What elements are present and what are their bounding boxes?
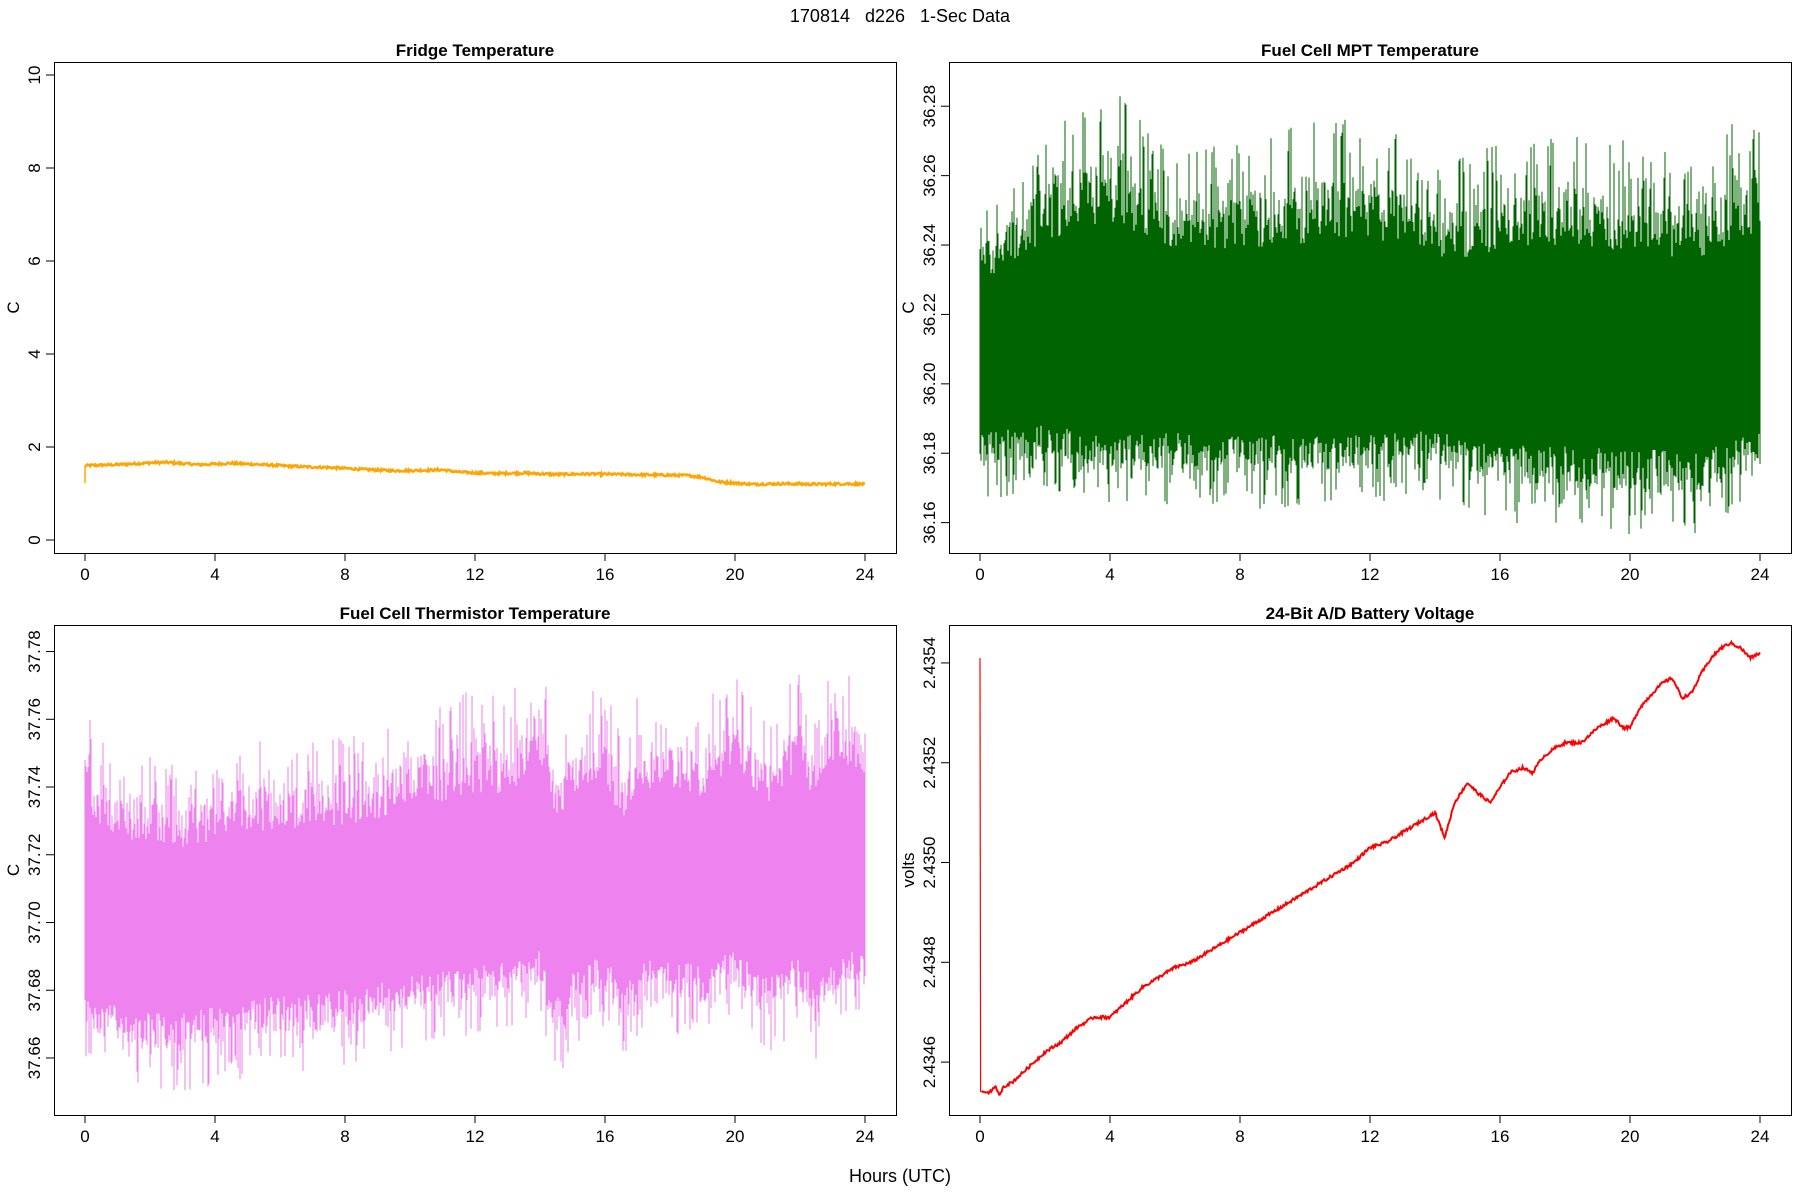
fuel-cell-thermistor-temperature-series [84, 674, 866, 1091]
fuel-cell-thermistor-temperature-x-tick-label: 12 [466, 1127, 485, 1146]
24-bit-a-d-battery-voltage-x-tick-label: 16 [1491, 1127, 1510, 1146]
fuel-cell-thermistor-temperature-y-tick-label: 37.72 [25, 833, 44, 876]
fuel-cell-mpt-temperature-series [979, 96, 1761, 535]
fuel-cell-thermistor-temperature-y-ticks: 37.66 37.68 37.70 37.72 37.74 37.76 37.78 [25, 630, 54, 1079]
fuel-cell-mpt-temperature-y-ticks: 36.16 36.18 36.20 36.22 36.24 36.26 36.28 [920, 85, 949, 544]
24-bit-a-d-battery-voltage-y-tick-label: 2.4352 [920, 737, 939, 789]
fridge-temperature-y-tick-label: 0 [25, 535, 44, 544]
fuel-cell-mpt-temperature-x-tick-label: 4 [1105, 565, 1114, 584]
fridge-temperature-x-tick-label: 0 [80, 565, 89, 584]
fridge-temperature-x-tick-label: 20 [726, 565, 745, 584]
fridge-temperature-y-ticks: 0 2 4 6 8 10 [25, 66, 54, 545]
fuel-cell-mpt-temperature-x-tick-label: 20 [1621, 565, 1640, 584]
fridge-temperature-x-tick-label: 8 [340, 565, 349, 584]
fridge-temperature-line [84, 458, 866, 488]
fuel-cell-thermistor-temperature-y-tick-label: 37.78 [25, 630, 44, 673]
fuel-cell-thermistor-temperature-title: Fuel Cell Thermistor Temperature [340, 604, 611, 623]
24-bit-a-d-battery-voltage-line [980, 639, 1761, 1096]
battery-voltage-panel: 24-Bit A/D Battery Voltage volts 0 4 8 12 16 20… [899, 604, 1792, 1146]
fuel-cell-thermistor-temperature-y-axis-label: C [4, 864, 23, 876]
fuel-cell-mpt-temperature-y-tick-label: 36.16 [920, 501, 939, 544]
fuel-cell-mpt-temperature-title: Fuel Cell MPT Temperature [1261, 41, 1479, 60]
fuel-cell-thermistor-temperature-noise-band [84, 674, 866, 1091]
fridge-temperature-x-tick-label: 24 [856, 565, 875, 584]
24-bit-a-d-battery-voltage-x-tick-label: 20 [1621, 1127, 1640, 1146]
24-bit-a-d-battery-voltage-y-tick-label: 2.4348 [920, 936, 939, 988]
fridge-temperature-x-tick-label: 16 [596, 565, 615, 584]
fuel-cell-mpt-temperature-plot-frame [949, 62, 1792, 554]
fridge-temperature-x-tick-label: 4 [210, 565, 219, 584]
fuel-cell-thermistor-temperature-y-tick-label: 37.74 [25, 766, 44, 809]
fuel-cell-thermistor-temperature-x-tick-label: 16 [596, 1127, 615, 1146]
fuel-cell-mpt-temperature-x-tick-label: 8 [1235, 565, 1244, 584]
24-bit-a-d-battery-voltage-title: 24-Bit A/D Battery Voltage [1266, 604, 1475, 623]
page-title: 170814 d226 1-Sec Data [789, 6, 1011, 26]
fridge-temperature-y-tick-label: 8 [25, 163, 44, 172]
24-bit-a-d-battery-voltage-x-tick-label: 4 [1105, 1127, 1114, 1146]
24-bit-a-d-battery-voltage-x-tick-label: 12 [1361, 1127, 1380, 1146]
fuel-cell-mpt-temperature-y-tick-label: 36.20 [920, 363, 939, 406]
fuel-cell-mpt-temperature-x-tick-label: 0 [975, 565, 984, 584]
fuel-cell-mpt-temperature-x-tick-label: 12 [1361, 565, 1380, 584]
fuel-cell-thermistor-temperature-x-tick-label: 20 [726, 1127, 745, 1146]
fuel-cell-thermistor-temperature-plot-frame [54, 625, 897, 1116]
fuel-cell-thermistor-temperature-y-tick-label: 37.70 [25, 901, 44, 944]
fridge-temperature-x-tick-label: 12 [466, 565, 485, 584]
fuel-cell-thermistor-temperature-panel: Fuel Cell Thermistor Temperature C 0 4 8 12 16… [4, 604, 897, 1146]
fuel-cell-mpt-temperature-y-tick-label: 36.24 [920, 224, 939, 267]
fuel-cell-thermistor-temperature-y-tick-label: 37.76 [25, 698, 44, 741]
24-bit-a-d-battery-voltage-x-tick-label: 24 [1751, 1127, 1770, 1146]
24-bit-a-d-battery-voltage-spike [979, 657, 982, 1093]
fridge-temperature-y-axis-label: C [4, 301, 23, 313]
24-bit-a-d-battery-voltage-y-ticks: 2.4346 2.4348 2.4350 2.4352 2.4354 [920, 637, 949, 1088]
fridge-temperature-y-tick-label: 10 [25, 66, 44, 85]
fuel-cell-mpt-temperature-x-tick-label: 16 [1491, 565, 1510, 584]
fuel-cell-mpt-temperature-y-axis-label: C [899, 301, 918, 313]
fuel-cell-mpt-temperature-y-tick-label: 36.26 [920, 154, 939, 197]
fuel-cell-mpt-temperature-panel: Fuel Cell MPT Temperature C 0 4 8 12 16 20 24 36.… [899, 41, 1792, 584]
24-bit-a-d-battery-voltage-x-ticks: 0 4 8 12 16 20 24 [975, 1115, 1769, 1146]
24-bit-a-d-battery-voltage-y-axis-label: volts [899, 853, 918, 888]
fuel-cell-thermistor-temperature-x-ticks: 0 4 8 12 16 20 24 [80, 1115, 874, 1146]
24-bit-a-d-battery-voltage-y-tick-label: 2.4354 [920, 637, 939, 689]
fridge-temperature-y-tick-label: 4 [25, 349, 44, 358]
24-bit-a-d-battery-voltage-x-tick-label: 8 [1235, 1127, 1244, 1146]
fuel-cell-thermistor-temperature-y-tick-label: 37.66 [25, 1037, 44, 1080]
fuel-cell-mpt-temperature-y-tick-label: 36.28 [920, 85, 939, 128]
fuel-cell-thermistor-temperature-x-tick-label: 24 [856, 1127, 875, 1146]
x-axis-label: Hours (UTC) [849, 1166, 951, 1186]
fridge-temperature-y-tick-label: 6 [25, 256, 44, 265]
fuel-cell-thermistor-temperature-x-tick-label: 4 [210, 1127, 219, 1146]
24-bit-a-d-battery-voltage-y-tick-label: 2.4350 [920, 837, 939, 889]
fuel-cell-mpt-temperature-x-tick-label: 24 [1751, 565, 1770, 584]
fridge-temperature-title: Fridge Temperature [396, 41, 554, 60]
fuel-cell-thermistor-temperature-x-tick-label: 8 [340, 1127, 349, 1146]
fuel-cell-mpt-temperature-x-ticks: 0 4 8 12 16 20 24 [975, 553, 1769, 584]
24-bit-a-d-battery-voltage-plot-frame [949, 625, 1792, 1116]
24-bit-a-d-battery-voltage-series [979, 639, 1761, 1096]
fuel-cell-thermistor-temperature-y-tick-label: 37.68 [25, 969, 44, 1012]
fridge-temperature-y-tick-label: 2 [25, 442, 44, 451]
fuel-cell-mpt-temperature-noise-band [979, 96, 1761, 535]
fridge-temperature-x-ticks: 0 4 8 12 16 20 24 [80, 553, 874, 584]
fuel-cell-mpt-temperature-y-tick-label: 36.18 [920, 432, 939, 475]
24-bit-a-d-battery-voltage-x-tick-label: 0 [975, 1127, 984, 1146]
fridge-temperature-series [84, 458, 866, 488]
fridge-temperature-plot-frame [54, 62, 897, 554]
fuel-cell-mpt-temperature-y-tick-label: 36.22 [920, 293, 939, 336]
fuel-cell-thermistor-temperature-x-tick-label: 0 [80, 1127, 89, 1146]
24-bit-a-d-battery-voltage-y-tick-label: 2.4346 [920, 1036, 939, 1088]
